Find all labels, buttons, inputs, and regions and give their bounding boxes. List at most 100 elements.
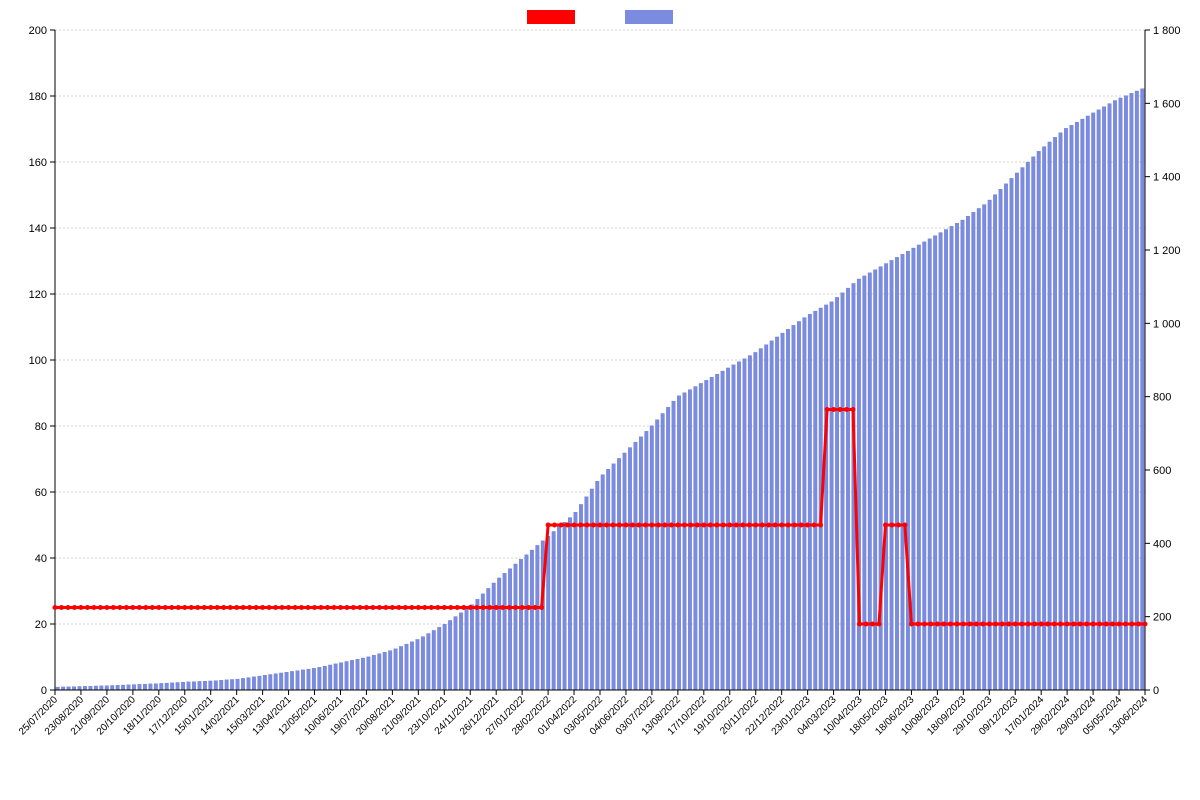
series-marker xyxy=(182,605,187,610)
series-marker xyxy=(1136,622,1141,627)
series-marker xyxy=(1091,622,1096,627)
series-marker xyxy=(1104,622,1109,627)
series-marker xyxy=(53,605,58,610)
series-marker xyxy=(338,605,343,610)
series-marker xyxy=(507,605,512,610)
series-marker xyxy=(409,605,414,610)
series-marker xyxy=(883,523,888,528)
series-marker xyxy=(1065,622,1070,627)
series-marker xyxy=(78,605,83,610)
series-marker xyxy=(539,605,544,610)
series-marker xyxy=(533,605,538,610)
series-marker xyxy=(902,523,907,528)
series-marker xyxy=(851,407,856,412)
series-marker xyxy=(721,523,726,528)
series-marker xyxy=(935,622,940,627)
series-marker xyxy=(299,605,304,610)
y-right-tick: 1 800 xyxy=(1153,25,1181,37)
y-right-tick: 800 xyxy=(1153,392,1171,404)
series-marker xyxy=(1026,622,1031,627)
series-marker xyxy=(403,605,408,610)
series-marker xyxy=(546,523,551,528)
series-marker xyxy=(1143,622,1148,627)
series-marker xyxy=(98,605,103,610)
chart-svg: 0204060801001201401601802000200400600800… xyxy=(0,0,1200,800)
series-marker xyxy=(331,605,336,610)
series-marker xyxy=(344,605,349,610)
series-marker xyxy=(896,523,901,528)
series-marker xyxy=(1084,622,1089,627)
y-left-tick: 120 xyxy=(29,289,47,301)
series-marker xyxy=(805,523,810,528)
series-marker xyxy=(727,523,732,528)
series-marker xyxy=(370,605,375,610)
series-marker xyxy=(870,622,875,627)
chart-container: 0204060801001201401601802000200400600800… xyxy=(0,0,1200,800)
series-marker xyxy=(812,523,817,528)
series-marker xyxy=(844,407,849,412)
series-marker xyxy=(208,605,213,610)
series-marker xyxy=(630,523,635,528)
series-marker xyxy=(1058,622,1063,627)
series-marker xyxy=(954,622,959,627)
series-marker xyxy=(1039,622,1044,627)
y-right-tick: 600 xyxy=(1153,465,1171,477)
series-marker xyxy=(435,605,440,610)
series-marker xyxy=(325,605,330,610)
series-marker xyxy=(422,605,427,610)
series-marker xyxy=(1052,622,1057,627)
series-marker xyxy=(714,523,719,528)
series-marker xyxy=(591,523,596,528)
series-marker xyxy=(273,605,278,610)
y-right-tick: 1 200 xyxy=(1153,245,1181,257)
series-marker xyxy=(293,605,298,610)
y-right-tick: 400 xyxy=(1153,538,1171,550)
series-marker xyxy=(189,605,194,610)
series-marker xyxy=(662,523,667,528)
series-marker xyxy=(734,523,739,528)
series-marker xyxy=(598,523,603,528)
series-marker xyxy=(104,605,109,610)
series-marker xyxy=(688,523,693,528)
series-marker xyxy=(760,523,765,528)
series-marker xyxy=(967,622,972,627)
series-marker xyxy=(215,605,220,610)
series-marker xyxy=(500,605,505,610)
series-marker xyxy=(915,622,920,627)
series-marker xyxy=(221,605,226,610)
series-marker xyxy=(520,605,525,610)
series-marker xyxy=(195,605,200,610)
series-marker xyxy=(247,605,252,610)
y-left-tick: 160 xyxy=(29,157,47,169)
series-marker xyxy=(831,407,836,412)
series-marker xyxy=(928,622,933,627)
series-marker xyxy=(636,523,641,528)
series-marker xyxy=(91,605,96,610)
series-marker xyxy=(818,523,823,528)
series-marker xyxy=(993,622,998,627)
series-marker xyxy=(85,605,90,610)
series-marker xyxy=(494,605,499,610)
series-marker xyxy=(117,605,122,610)
series-marker xyxy=(572,523,577,528)
series-marker xyxy=(1110,622,1115,627)
legend-swatch-2 xyxy=(625,10,673,24)
series-marker xyxy=(675,523,680,528)
series-marker xyxy=(241,605,246,610)
series-marker xyxy=(1000,622,1005,627)
series-marker xyxy=(1130,622,1135,627)
series-marker xyxy=(1006,622,1011,627)
series-marker xyxy=(481,605,486,610)
series-marker xyxy=(526,605,531,610)
series-marker xyxy=(876,622,881,627)
series-marker xyxy=(474,605,479,610)
series-marker xyxy=(234,605,239,610)
series-marker xyxy=(364,605,369,610)
y-left-tick: 40 xyxy=(35,553,47,565)
series-marker xyxy=(319,605,324,610)
series-marker xyxy=(604,523,609,528)
series-marker xyxy=(701,523,706,528)
y-left-tick: 140 xyxy=(29,223,47,235)
series-marker xyxy=(487,605,492,610)
series-marker xyxy=(468,605,473,610)
